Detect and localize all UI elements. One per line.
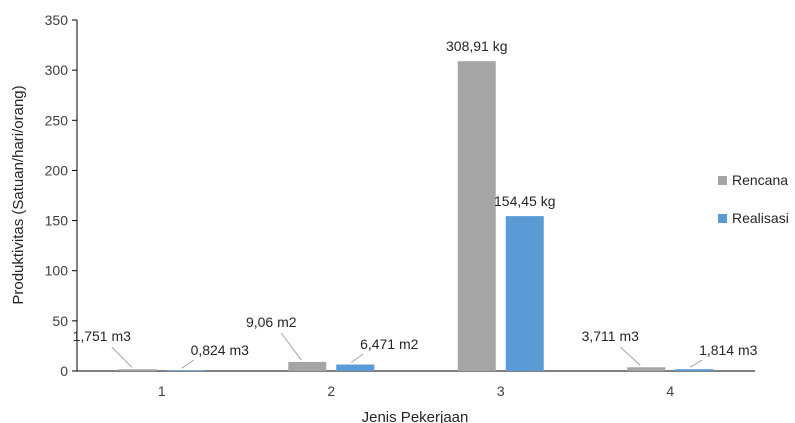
data-label-leader <box>111 346 133 368</box>
y-axis-title: Produktivitas (Satuan/hari/orang) <box>10 85 27 304</box>
data-label-leader <box>181 359 195 369</box>
bar-realisasi-2 <box>336 364 375 371</box>
bar-rencana-4 <box>627 367 666 371</box>
x-tick-label: 3 <box>497 383 505 399</box>
y-tick-label: 300 <box>45 62 69 78</box>
data-label-leader <box>689 359 703 368</box>
bar-realisasi-1 <box>166 370 205 371</box>
data-label-leader <box>350 353 364 363</box>
legend-swatch-rencana <box>718 176 727 185</box>
y-tick-label: 350 <box>45 12 69 28</box>
chart-legend: Rencana Realisasi <box>718 172 789 226</box>
y-tick-label: 250 <box>45 112 69 128</box>
x-tick-label: 1 <box>158 383 166 399</box>
data-label-rencana-1: 1,751 m3 <box>73 328 132 344</box>
data-label-realisasi-2: 6,471 m2 <box>360 336 419 352</box>
bar-rencana-2 <box>288 361 327 371</box>
data-label-leader <box>619 346 641 366</box>
y-tick-label: 0 <box>60 363 68 379</box>
x-tick-label: 2 <box>327 383 335 399</box>
bar-realisasi-4 <box>675 369 714 371</box>
bar-rencana-3 <box>457 61 496 372</box>
y-tick-label: 200 <box>45 162 69 178</box>
data-label-realisasi-3: 154,45 kg <box>494 193 556 209</box>
data-label-rencana-4: 3,711 m3 <box>582 328 640 344</box>
legend-label-rencana: Rencana <box>732 172 788 188</box>
bar-realisasi-3 <box>505 216 544 371</box>
legend-swatch-realisasi <box>718 214 727 223</box>
data-label-leader <box>280 332 302 361</box>
chart-bars <box>118 61 714 372</box>
y-tick-label: 100 <box>45 263 69 279</box>
y-tick-label: 150 <box>45 213 69 229</box>
data-label-rencana-2: 9,06 m2 <box>246 314 297 330</box>
bar-rencana-1 <box>118 369 157 371</box>
legend-label-realisasi: Realisasi <box>732 210 789 226</box>
data-label-rencana-3: 308,91 kg <box>446 38 508 54</box>
y-tick-label: 50 <box>52 313 68 329</box>
data-label-realisasi-4: 1,814 m3 <box>699 342 758 358</box>
x-tick-label: 4 <box>666 383 674 399</box>
data-label-realisasi-1: 0,824 m3 <box>191 342 250 358</box>
x-axis-title: Jenis Pekerjaan <box>362 409 469 423</box>
chart-data-labels: 1,751 m3 0,824 m3 9,06 m2 6,471 m2 308,91 kg… <box>73 38 758 369</box>
